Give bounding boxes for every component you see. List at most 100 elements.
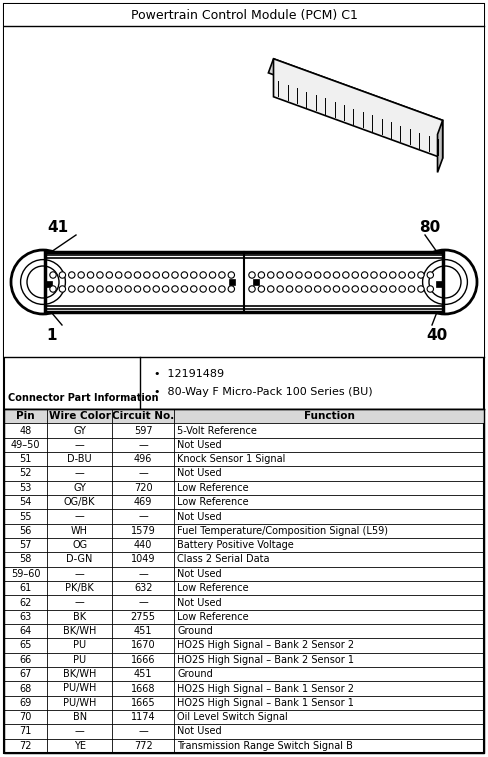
- Text: 58: 58: [20, 554, 32, 565]
- Circle shape: [181, 272, 187, 279]
- Text: 1174: 1174: [131, 712, 156, 722]
- Text: 469: 469: [134, 497, 152, 507]
- Circle shape: [399, 272, 406, 279]
- Text: 440: 440: [134, 540, 152, 550]
- Text: BK: BK: [73, 612, 86, 621]
- Circle shape: [191, 286, 197, 292]
- Bar: [229, 279, 235, 285]
- Text: Circuit No.: Circuit No.: [112, 411, 174, 421]
- Circle shape: [333, 272, 340, 279]
- Circle shape: [69, 272, 75, 279]
- Text: 1668: 1668: [131, 684, 156, 693]
- Circle shape: [228, 272, 235, 279]
- Circle shape: [69, 286, 75, 292]
- Circle shape: [399, 286, 406, 292]
- Circle shape: [267, 286, 274, 292]
- Circle shape: [305, 286, 311, 292]
- Circle shape: [163, 272, 169, 279]
- Circle shape: [134, 286, 141, 292]
- Ellipse shape: [11, 250, 75, 314]
- Text: —: —: [138, 512, 148, 522]
- Circle shape: [314, 286, 321, 292]
- Text: HO2S High Signal – Bank 1 Sensor 1: HO2S High Signal – Bank 1 Sensor 1: [178, 698, 354, 708]
- Circle shape: [191, 272, 197, 279]
- Text: —: —: [138, 440, 148, 450]
- Text: 71: 71: [20, 727, 32, 737]
- Text: 70: 70: [20, 712, 32, 722]
- Text: 49–50: 49–50: [11, 440, 41, 450]
- Circle shape: [333, 286, 340, 292]
- Ellipse shape: [413, 250, 477, 314]
- Text: 1670: 1670: [131, 640, 156, 650]
- Text: 72: 72: [20, 741, 32, 751]
- Text: 55: 55: [20, 512, 32, 522]
- Text: 496: 496: [134, 454, 152, 464]
- Text: Not Used: Not Used: [178, 597, 222, 608]
- Circle shape: [296, 286, 302, 292]
- Polygon shape: [268, 59, 443, 135]
- Circle shape: [362, 286, 368, 292]
- Text: GY: GY: [73, 425, 86, 435]
- Circle shape: [181, 286, 187, 292]
- Text: BK/WH: BK/WH: [63, 626, 96, 636]
- Circle shape: [143, 286, 150, 292]
- Circle shape: [277, 286, 284, 292]
- Text: Transmission Range Switch Signal B: Transmission Range Switch Signal B: [178, 741, 353, 751]
- Circle shape: [314, 272, 321, 279]
- Text: PU/WH: PU/WH: [63, 684, 96, 693]
- Text: Low Reference: Low Reference: [178, 612, 249, 621]
- Text: 1666: 1666: [131, 655, 156, 665]
- Text: 720: 720: [134, 483, 153, 493]
- Circle shape: [116, 286, 122, 292]
- Text: Battery Positive Voltage: Battery Positive Voltage: [178, 540, 294, 550]
- Circle shape: [87, 272, 94, 279]
- Text: 59–60: 59–60: [11, 569, 41, 579]
- Circle shape: [50, 286, 56, 292]
- Text: —: —: [138, 727, 148, 737]
- Text: GY: GY: [73, 483, 86, 493]
- Circle shape: [97, 286, 103, 292]
- Circle shape: [249, 286, 255, 292]
- Text: Fuel Temperature/Composition Signal (L59): Fuel Temperature/Composition Signal (L59…: [178, 526, 388, 536]
- Circle shape: [125, 286, 131, 292]
- Circle shape: [219, 272, 225, 279]
- Circle shape: [408, 272, 415, 279]
- Text: Oil Level Switch Signal: Oil Level Switch Signal: [178, 712, 288, 722]
- Text: OG/BK: OG/BK: [64, 497, 95, 507]
- Text: Pin: Pin: [16, 411, 35, 421]
- Circle shape: [143, 272, 150, 279]
- Text: BK/WH: BK/WH: [63, 669, 96, 679]
- Text: Not Used: Not Used: [178, 569, 222, 579]
- Circle shape: [78, 272, 84, 279]
- Circle shape: [172, 272, 178, 279]
- Text: 451: 451: [134, 669, 152, 679]
- Circle shape: [418, 286, 424, 292]
- Bar: [4, 409, 484, 423]
- Text: Knock Sensor 1 Signal: Knock Sensor 1 Signal: [178, 454, 286, 464]
- Text: —: —: [75, 440, 84, 450]
- Text: 65: 65: [20, 640, 32, 650]
- Text: 1579: 1579: [131, 526, 156, 536]
- Text: 772: 772: [134, 741, 153, 751]
- Circle shape: [59, 286, 65, 292]
- Circle shape: [134, 272, 141, 279]
- Circle shape: [97, 272, 103, 279]
- Text: PK/BK: PK/BK: [65, 583, 94, 593]
- Text: —: —: [138, 469, 148, 478]
- Text: 80: 80: [419, 220, 441, 235]
- Circle shape: [125, 272, 131, 279]
- Circle shape: [389, 272, 396, 279]
- Text: 597: 597: [134, 425, 153, 435]
- Circle shape: [286, 272, 293, 279]
- Circle shape: [296, 272, 302, 279]
- Text: PU: PU: [73, 655, 86, 665]
- Text: PU/WH: PU/WH: [63, 698, 96, 708]
- Bar: [46, 281, 52, 287]
- Circle shape: [352, 272, 358, 279]
- Text: Low Reference: Low Reference: [178, 497, 249, 507]
- Circle shape: [389, 286, 396, 292]
- Text: WH: WH: [71, 526, 88, 536]
- Text: —: —: [75, 727, 84, 737]
- Text: 68: 68: [20, 684, 32, 693]
- Text: 67: 67: [20, 669, 32, 679]
